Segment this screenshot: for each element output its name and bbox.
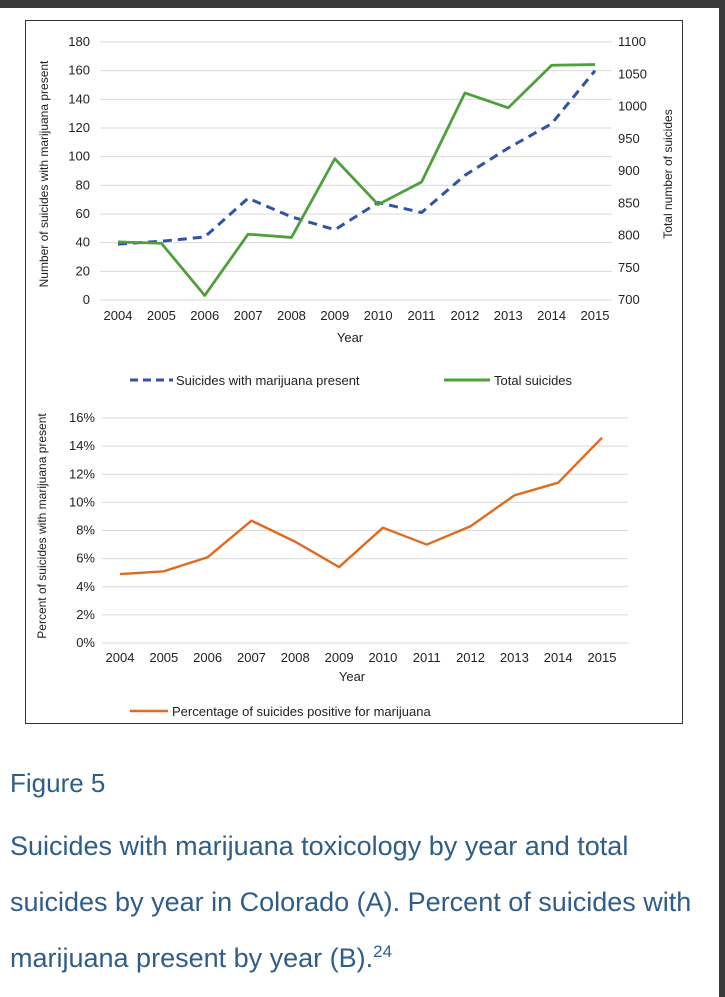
chart-a-ytick-label: 40 (76, 235, 90, 250)
chart-b-xtick-label: 2013 (500, 650, 529, 665)
figure-caption-text: Suicides with marijuana toxicology by ye… (10, 831, 692, 973)
chart-a-y2tick-label: 1000 (618, 99, 647, 114)
chart-b-xtick-label: 2011 (413, 650, 441, 665)
chart-a-y2tick-label: 1100 (618, 34, 646, 49)
chart-a-y2tick-label: 950 (618, 131, 640, 146)
chart-a-ytick-label: 120 (68, 120, 90, 135)
chart-a-xlabel: Year (337, 330, 364, 345)
chart-b-xtick-label: 2008 (281, 650, 310, 665)
chart-a-xtick-label: 2013 (494, 308, 523, 323)
chart-a-xtick-label: 2015 (581, 308, 610, 323)
chart-a-xtick-label: 2005 (147, 308, 176, 323)
chart-b-ylabel: Percent of suicides with marijuana prese… (35, 413, 49, 639)
chart-b-xtick-label: 2009 (325, 650, 354, 665)
chart-b-xtick-label: 2010 (368, 650, 397, 665)
chart-b-xtick-label: 2012 (456, 650, 485, 665)
chart-b-ytick-label: 0% (76, 635, 95, 650)
chart-a-xtick-label: 2012 (450, 308, 479, 323)
figure-caption: Suicides with marijuana toxicology by ye… (10, 818, 715, 986)
legend-label-marijuana-present: Suicides with marijuana present (176, 373, 360, 388)
chart-b-xtick-label: 2015 (588, 650, 617, 665)
chart-b-xlabel: Year (339, 669, 366, 684)
chart-a-y2tick-label: 800 (618, 228, 640, 243)
chart-a-y2label: Total number of suicides (661, 109, 675, 238)
chart-b-ytick-label: 12% (69, 466, 95, 481)
chart-a-ytick-label: 100 (68, 149, 90, 164)
chart-a-y2tick-label: 850 (618, 195, 640, 210)
figure-frame (25, 20, 683, 724)
chart-b-xtick-label: 2007 (237, 650, 266, 665)
chart-a-ytick-label: 180 (68, 34, 90, 49)
chart-b-xtick-label: 2005 (149, 650, 178, 665)
chart-a-xtick-label: 2006 (190, 308, 219, 323)
chart-b-ytick-label: 4% (76, 579, 95, 594)
chart-b-ytick-label: 8% (76, 523, 95, 538)
chart-b: 0% 2% 4% 6% 8% 10% 12% 14% 16% 2004 2005 2006 2007 20… (35, 410, 628, 719)
chart-b-ytick-label: 10% (69, 494, 95, 509)
series-line-marijuana-present (117, 69, 597, 246)
window-right-border (719, 0, 725, 997)
chart-a-xtick-label: 2010 (364, 308, 393, 323)
chart-a-xtick-label: 2008 (277, 308, 306, 323)
chart-a-ytick-label: 140 (68, 91, 90, 106)
chart-a-y2tick-label: 750 (618, 260, 640, 275)
chart-b-ytick-label: 14% (69, 438, 95, 453)
chart-a-ylabel: Number of suicides with marijuana presen… (37, 60, 51, 287)
chart-a-xtick-label: 2014 (537, 308, 566, 323)
chart-a-y2tick-label: 700 (618, 292, 640, 307)
chart-a-y2tick-label: 900 (618, 163, 640, 178)
chart-b-xtick-label: 2004 (106, 650, 135, 665)
chart-a-xtick-label: 2007 (234, 308, 263, 323)
series-line-total-suicides (117, 63, 596, 297)
chart-a-xtick-label: 2009 (320, 308, 349, 323)
chart-a-ytick-label: 0 (83, 292, 90, 307)
chart-b-xtick-label: 2006 (193, 650, 222, 665)
figure-reference: 24 (373, 942, 393, 961)
chart-a-xtick-label: 2011 (408, 308, 436, 323)
chart-b-ytick-label: 6% (76, 551, 95, 566)
chart-a-ytick-label: 80 (76, 177, 90, 192)
chart-b-ytick-label: 16% (69, 410, 95, 425)
chart-b-xtick-label: 2014 (544, 650, 573, 665)
chart-a-ytick-label: 160 (68, 63, 90, 78)
series-line-percentage (119, 436, 603, 576)
chart-b-ytick-label: 2% (76, 607, 95, 622)
chart-a-ytick-label: 20 (76, 263, 90, 278)
window-top-bar (0, 0, 725, 8)
legend-label-total-suicides: Total suicides (494, 373, 573, 388)
chart-a: 0 20 40 60 80 100 120 140 160 180 700 750 800 850 900 9… (37, 34, 675, 388)
legend-label-percentage: Percentage of suicides positive for mari… (172, 704, 431, 719)
chart-a-y2tick-label: 1050 (618, 66, 647, 81)
chart-a-ytick-label: 60 (76, 206, 90, 221)
chart-a-xtick-label: 2004 (104, 308, 133, 323)
figure-label: Figure 5 (10, 768, 106, 798)
